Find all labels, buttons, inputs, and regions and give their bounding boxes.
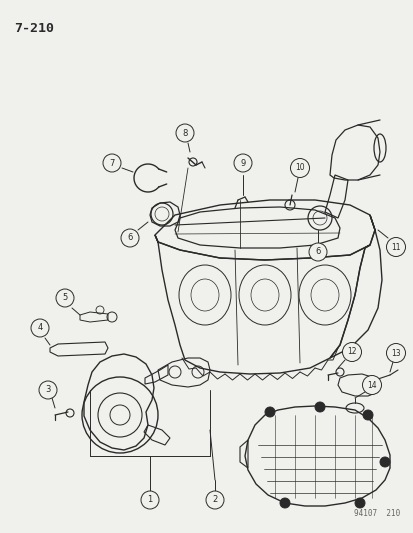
Text: 9: 9	[240, 158, 245, 167]
Text: 10: 10	[294, 164, 304, 173]
Text: 3: 3	[45, 385, 50, 394]
Circle shape	[103, 154, 121, 172]
Circle shape	[176, 124, 194, 142]
Circle shape	[386, 343, 404, 362]
Circle shape	[279, 498, 289, 508]
Circle shape	[314, 402, 324, 412]
Text: 12: 12	[347, 348, 356, 357]
Text: 6: 6	[315, 247, 320, 256]
Circle shape	[233, 154, 252, 172]
Circle shape	[56, 289, 74, 307]
Text: 6: 6	[127, 233, 133, 243]
Circle shape	[386, 238, 404, 256]
Circle shape	[362, 410, 372, 420]
Text: 13: 13	[390, 349, 400, 358]
Circle shape	[354, 498, 364, 508]
Circle shape	[290, 158, 309, 177]
Circle shape	[362, 376, 380, 394]
Text: 2: 2	[212, 496, 217, 505]
Circle shape	[264, 407, 274, 417]
Circle shape	[342, 343, 361, 361]
Circle shape	[121, 229, 139, 247]
Text: 11: 11	[390, 243, 400, 252]
Text: 7: 7	[109, 158, 114, 167]
Text: 5: 5	[62, 294, 67, 303]
Circle shape	[39, 381, 57, 399]
Text: 8: 8	[182, 128, 187, 138]
Text: 14: 14	[366, 381, 376, 390]
Circle shape	[141, 491, 159, 509]
Circle shape	[31, 319, 49, 337]
Text: 1: 1	[147, 496, 152, 505]
Circle shape	[379, 457, 389, 467]
Text: 94107  210: 94107 210	[353, 509, 399, 518]
Text: 7-210: 7-210	[14, 22, 54, 35]
Circle shape	[308, 243, 326, 261]
Text: 4: 4	[37, 324, 43, 333]
Circle shape	[206, 491, 223, 509]
